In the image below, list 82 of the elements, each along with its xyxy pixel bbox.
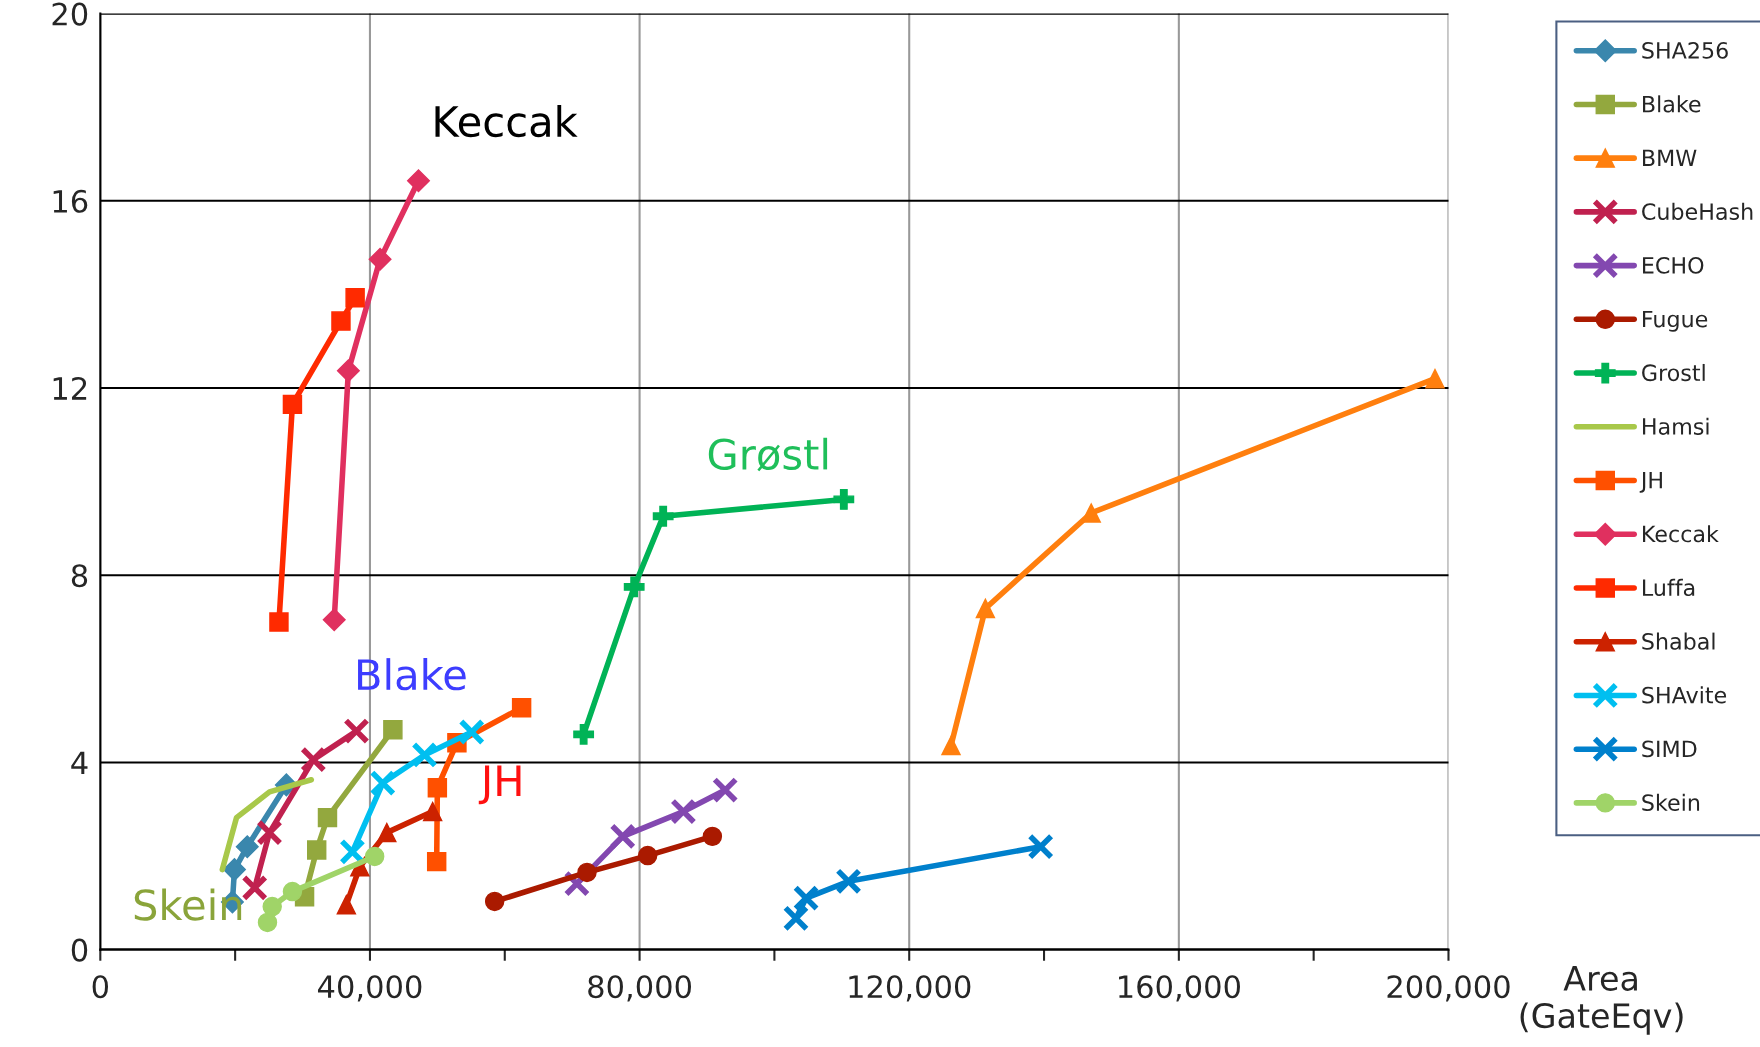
point <box>712 776 739 804</box>
legend-label: Keccak <box>1643 525 1719 543</box>
point <box>577 862 597 883</box>
legend-label: SIMD <box>1642 740 1697 758</box>
point <box>426 851 447 872</box>
x-axis-title: Area (GateEqv) <box>1520 966 1683 1035</box>
legend-label: SHAvite <box>1642 686 1727 704</box>
x-tick-label: 0 <box>92 975 109 999</box>
legend-label: Grostl <box>1642 363 1705 382</box>
point <box>368 247 392 271</box>
point <box>269 612 289 632</box>
point <box>317 807 338 828</box>
legend-label: Shabal <box>1642 632 1715 650</box>
point <box>458 718 485 746</box>
point <box>1081 503 1101 523</box>
legend-label: SHA256 <box>1642 41 1728 59</box>
legend-label: CubeHash <box>1642 202 1753 220</box>
point <box>484 891 505 912</box>
y-tick-label: 16 <box>53 189 88 213</box>
point <box>511 697 532 718</box>
y-tick-label: 20 <box>52 2 88 26</box>
y-tick-label: 4 <box>71 751 88 775</box>
point <box>256 819 283 846</box>
point <box>623 576 645 598</box>
point <box>369 769 396 797</box>
legend-label: ECHO <box>1643 256 1704 274</box>
point <box>411 741 438 769</box>
point <box>782 905 810 932</box>
point <box>282 394 303 415</box>
legend-label: Fugue <box>1643 310 1708 332</box>
point <box>257 912 278 933</box>
point <box>282 881 303 902</box>
point <box>652 505 674 527</box>
point <box>322 608 346 632</box>
point <box>637 845 658 866</box>
legend-label: Luffa <box>1643 578 1695 597</box>
point <box>975 598 996 619</box>
annotation: Blake <box>358 658 466 691</box>
point <box>235 835 259 859</box>
point <box>377 822 397 843</box>
point <box>573 723 595 745</box>
point <box>670 798 697 825</box>
point <box>422 801 443 822</box>
point <box>792 884 820 912</box>
point <box>336 894 357 915</box>
annotation: Keccak <box>435 104 578 138</box>
point <box>345 287 365 308</box>
legend-label: BMW <box>1643 149 1697 166</box>
point <box>339 838 366 866</box>
legend-label: JH <box>1639 472 1662 493</box>
point <box>406 169 430 193</box>
point <box>833 488 855 510</box>
x-tick-label: 160,000 <box>1119 975 1240 1002</box>
point <box>835 868 862 895</box>
annotation: Grøstl <box>708 437 828 472</box>
point <box>241 874 268 902</box>
x-tick-label: 200,000 <box>1387 975 1510 1002</box>
point <box>300 746 327 773</box>
legend-label: Hamsi <box>1643 417 1709 435</box>
point <box>1027 833 1054 860</box>
x-tick-label: 120,000 <box>849 975 971 1002</box>
annotation: JH <box>478 765 521 805</box>
point <box>364 846 385 867</box>
point <box>383 719 403 740</box>
y-tick-label: 0 <box>71 938 88 962</box>
point <box>1425 368 1445 389</box>
x-tick-label: 80,000 <box>588 975 692 1002</box>
y-tick-label: 12 <box>53 376 87 400</box>
point <box>941 735 961 756</box>
point <box>609 823 636 850</box>
point <box>336 359 360 383</box>
legend-label: Blake <box>1643 95 1701 113</box>
legend-label: Skein <box>1642 793 1700 811</box>
point <box>262 896 282 917</box>
point <box>343 717 370 745</box>
point <box>222 858 246 882</box>
x-tick-label: 40,000 <box>317 975 422 1002</box>
point <box>331 311 351 331</box>
y-tick-label: 8 <box>71 564 88 588</box>
point <box>427 777 448 798</box>
point <box>306 840 327 860</box>
point <box>702 826 723 847</box>
